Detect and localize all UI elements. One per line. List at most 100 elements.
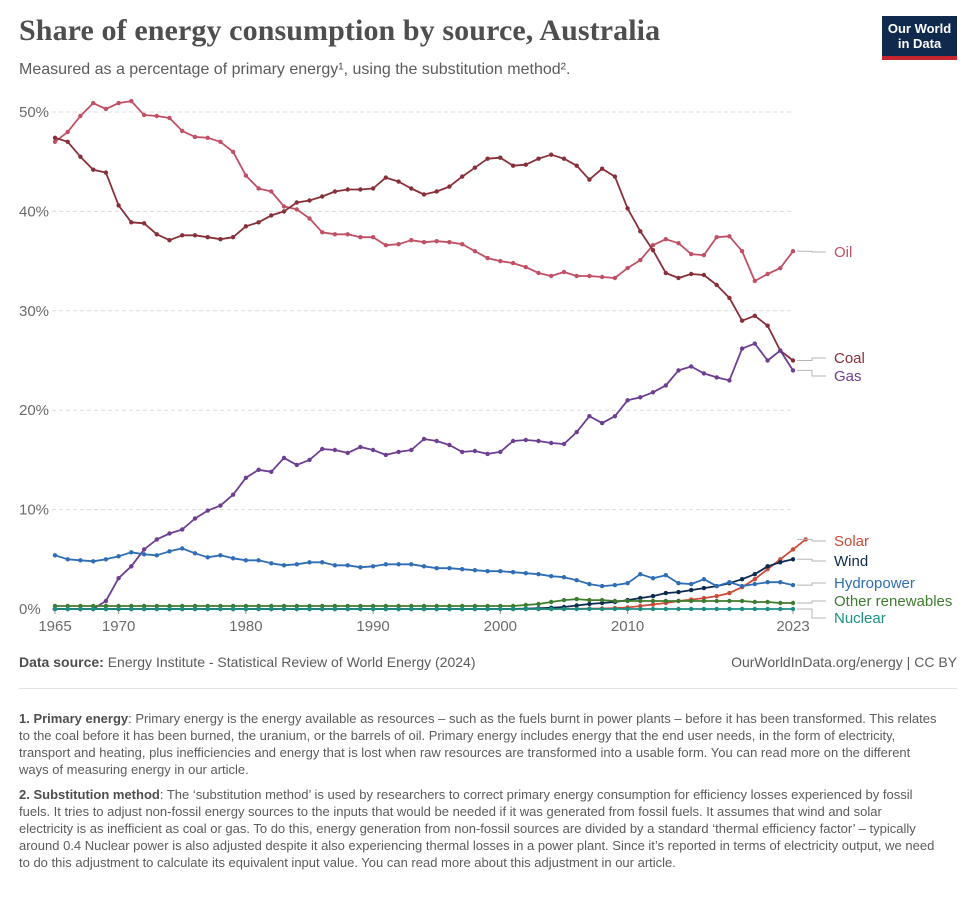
point-oil [52, 139, 58, 144]
point-gas [765, 358, 770, 363]
point-coal [536, 156, 541, 161]
point-coal [396, 179, 401, 184]
point-nuclear [625, 606, 630, 612]
point-hydropower [192, 551, 198, 556]
source-text[interactable]: Energy Institute - Statistical Review of… [107, 654, 476, 670]
point-oil [116, 100, 121, 106]
point-other-renewables [739, 598, 745, 604]
point-hydropower [574, 578, 579, 583]
point-coal [498, 155, 503, 160]
point-nuclear [421, 606, 427, 612]
point-gas [205, 508, 210, 513]
point-nuclear [218, 606, 223, 612]
point-hydropower [727, 580, 732, 585]
point-gas [574, 429, 579, 435]
footer-attribution[interactable]: OurWorldInData.org/energy | CC BY [731, 654, 957, 670]
point-nuclear [574, 606, 579, 612]
series-nuclear [52, 606, 796, 612]
point-oil [561, 269, 567, 275]
point-other-renewables [663, 598, 668, 604]
point-coal [739, 318, 745, 323]
point-nuclear [396, 606, 401, 612]
point-oil [689, 251, 694, 257]
point-coal [523, 162, 528, 167]
point-nuclear [205, 606, 210, 612]
point-oil [65, 129, 70, 135]
point-oil [498, 258, 503, 264]
point-coal [91, 167, 96, 172]
point-hydropower [434, 566, 439, 571]
series-label-nuclear[interactable]: Nuclear [834, 610, 886, 627]
point-oil [421, 240, 427, 245]
point-hydropower [689, 581, 694, 587]
point-other-renewables [587, 597, 592, 603]
point-oil [676, 241, 681, 246]
point-coal [701, 272, 707, 278]
point-nuclear [447, 606, 452, 612]
point-oil [523, 264, 528, 270]
point-hydropower [599, 583, 605, 589]
point-coal [663, 270, 668, 276]
point-hydropower [141, 552, 147, 557]
line-gas[interactable] [55, 342, 794, 610]
point-hydropower [409, 562, 414, 567]
grid-lines [52, 111, 793, 610]
series-label-other-renewables[interactable]: Other renewables [834, 593, 952, 610]
point-solar [790, 547, 796, 552]
point-hydropower [650, 576, 656, 581]
point-coal [103, 170, 109, 175]
point-hydropower [498, 569, 503, 574]
owid-logo[interactable]: Our World in Data [882, 16, 957, 60]
point-nuclear [141, 606, 147, 612]
y-tick-label: 50% [19, 104, 49, 121]
point-nuclear [485, 606, 490, 612]
point-hydropower [612, 582, 618, 588]
label-connector-other-renewables [797, 600, 826, 604]
point-coal [320, 194, 325, 199]
label-connector-coal [797, 357, 826, 361]
point-coal [52, 135, 58, 140]
point-hydropower [154, 553, 159, 558]
point-gas [739, 346, 745, 351]
point-oil [91, 100, 96, 106]
series-label-hydropower[interactable]: Hydropower [834, 575, 915, 592]
point-other-renewables [790, 600, 796, 606]
label-connector-oil [797, 250, 826, 253]
point-oil [587, 273, 592, 279]
point-other-renewables [523, 602, 528, 608]
series-label-gas[interactable]: Gas [834, 368, 862, 385]
point-hydropower [676, 581, 681, 586]
line-coal[interactable] [54, 136, 794, 362]
point-nuclear [434, 606, 439, 612]
point-nuclear [663, 606, 668, 612]
series-label-solar[interactable]: Solar [834, 533, 869, 550]
point-gas [752, 341, 757, 346]
point-oil [205, 135, 210, 140]
point-wind [765, 564, 770, 569]
point-oil [358, 235, 363, 240]
point-gas [192, 516, 198, 521]
point-nuclear [510, 606, 516, 612]
point-gas [599, 420, 605, 426]
point-gas [650, 390, 656, 395]
point-oil [727, 234, 732, 239]
point-coal [141, 221, 147, 226]
point-hydropower [447, 566, 452, 571]
point-gas [714, 375, 719, 380]
point-oil [574, 273, 579, 279]
series-label-coal[interactable]: Coal [834, 350, 865, 367]
point-nuclear [180, 606, 185, 612]
point-wind [587, 601, 592, 607]
point-hydropower [714, 583, 719, 589]
point-oil [167, 115, 172, 121]
point-oil [256, 186, 261, 191]
point-coal [192, 233, 198, 238]
point-coal [421, 192, 427, 197]
label-connector-nuclear [797, 608, 826, 619]
line-oil[interactable] [54, 100, 794, 282]
point-nuclear [154, 606, 159, 612]
series-label-wind[interactable]: Wind [834, 553, 868, 570]
point-hydropower [739, 583, 745, 589]
point-gas [510, 438, 516, 444]
series-label-oil[interactable]: Oil [834, 244, 852, 261]
